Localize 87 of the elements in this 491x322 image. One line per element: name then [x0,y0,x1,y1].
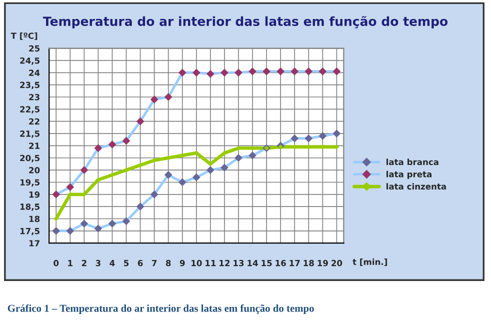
y-tick-label: 25 [29,45,40,52]
x-tick-label: 8 [166,260,171,266]
x-tick-label: 4 [110,260,115,266]
x-axis-title: t [min.] [352,258,387,266]
y-tick-label: 18 [29,216,40,222]
point [318,132,327,140]
point [192,68,200,77]
x-tick-label: 16 [276,260,286,266]
x-tick-label: 10 [192,260,202,266]
y-axis-title: T [ºC] [10,32,38,40]
x-tick-label: 0 [54,260,59,266]
point [94,224,102,232]
point [80,220,88,228]
point [122,136,130,145]
y-tick-label: 23,5 [20,82,40,90]
x-tick-label: 19 [318,260,328,266]
point [332,68,341,76]
point [248,152,256,160]
x-tick-label: 17 [290,260,300,266]
x-tick-label: 11 [206,260,216,266]
y-tick-label: 24,5 [20,57,40,65]
point [66,183,74,192]
point [122,217,130,226]
point [52,227,60,235]
point [136,117,144,126]
point [108,220,116,228]
point [262,68,270,76]
point [178,68,186,77]
y-tick-label: 17 [29,240,40,246]
point [234,68,242,77]
y-tick-label: 18,5 [20,204,40,211]
point [208,162,213,166]
x-tick-label: 13 [234,260,244,266]
y-tick-label: 20 [29,167,40,174]
point [178,178,186,186]
point [278,144,283,150]
x-tick-label: 3 [96,260,100,266]
point [290,68,299,76]
point [150,96,158,104]
x-tick-label: 1 [68,260,72,266]
x-tick-label: 5 [124,260,129,266]
text: Gráfico 1 – Temperatura do ar interior das latas em função do tempo [8,304,314,314]
x-tick-label: 14 [248,260,258,266]
point [318,68,327,76]
y-tick-label: 22 [29,118,40,125]
x-tick-label: 2 [82,260,86,266]
y-tick-label: 17,5 [20,228,40,236]
x-tick-label: 7 [152,260,157,266]
x-tick-label: 20 [332,260,342,266]
point [66,227,74,235]
point [150,190,158,198]
point [206,70,214,78]
point [108,140,116,148]
point [220,68,228,77]
point [304,68,313,76]
y-tick-label: 21,5 [20,130,40,138]
chart-title: Temperatura do ar interior das latas em função do tempo [43,16,448,28]
point [94,144,102,152]
legend-label: lata branca [386,158,438,166]
y-tick-label: 21 [29,142,40,149]
x-tick-label: 9 [180,260,185,266]
point [164,93,172,101]
x-tick-label: 18 [304,260,314,266]
point [220,164,228,172]
point [52,190,60,198]
point [136,202,144,211]
point [290,134,299,142]
point [304,134,313,142]
y-tick-label: 22,5 [20,106,40,114]
y-tick-label: 23 [29,94,40,100]
point [80,166,88,174]
point [276,68,284,76]
legend-label: lata cinzenta [386,183,446,190]
point [248,68,256,76]
y-tick-label: 20,5 [20,154,40,162]
y-tick-label: 19 [29,191,40,198]
y-tick-label: 24 [29,70,40,76]
point [234,154,242,162]
x-tick-label: 12 [220,260,230,266]
legend-label: lata preta [386,170,432,179]
point [332,130,341,138]
x-tick-label: 15 [262,260,272,266]
point [192,173,200,182]
point [164,171,172,179]
point [206,166,214,174]
x-tick-label: 6 [138,260,143,266]
y-tick-label: 19,5 [20,179,40,187]
